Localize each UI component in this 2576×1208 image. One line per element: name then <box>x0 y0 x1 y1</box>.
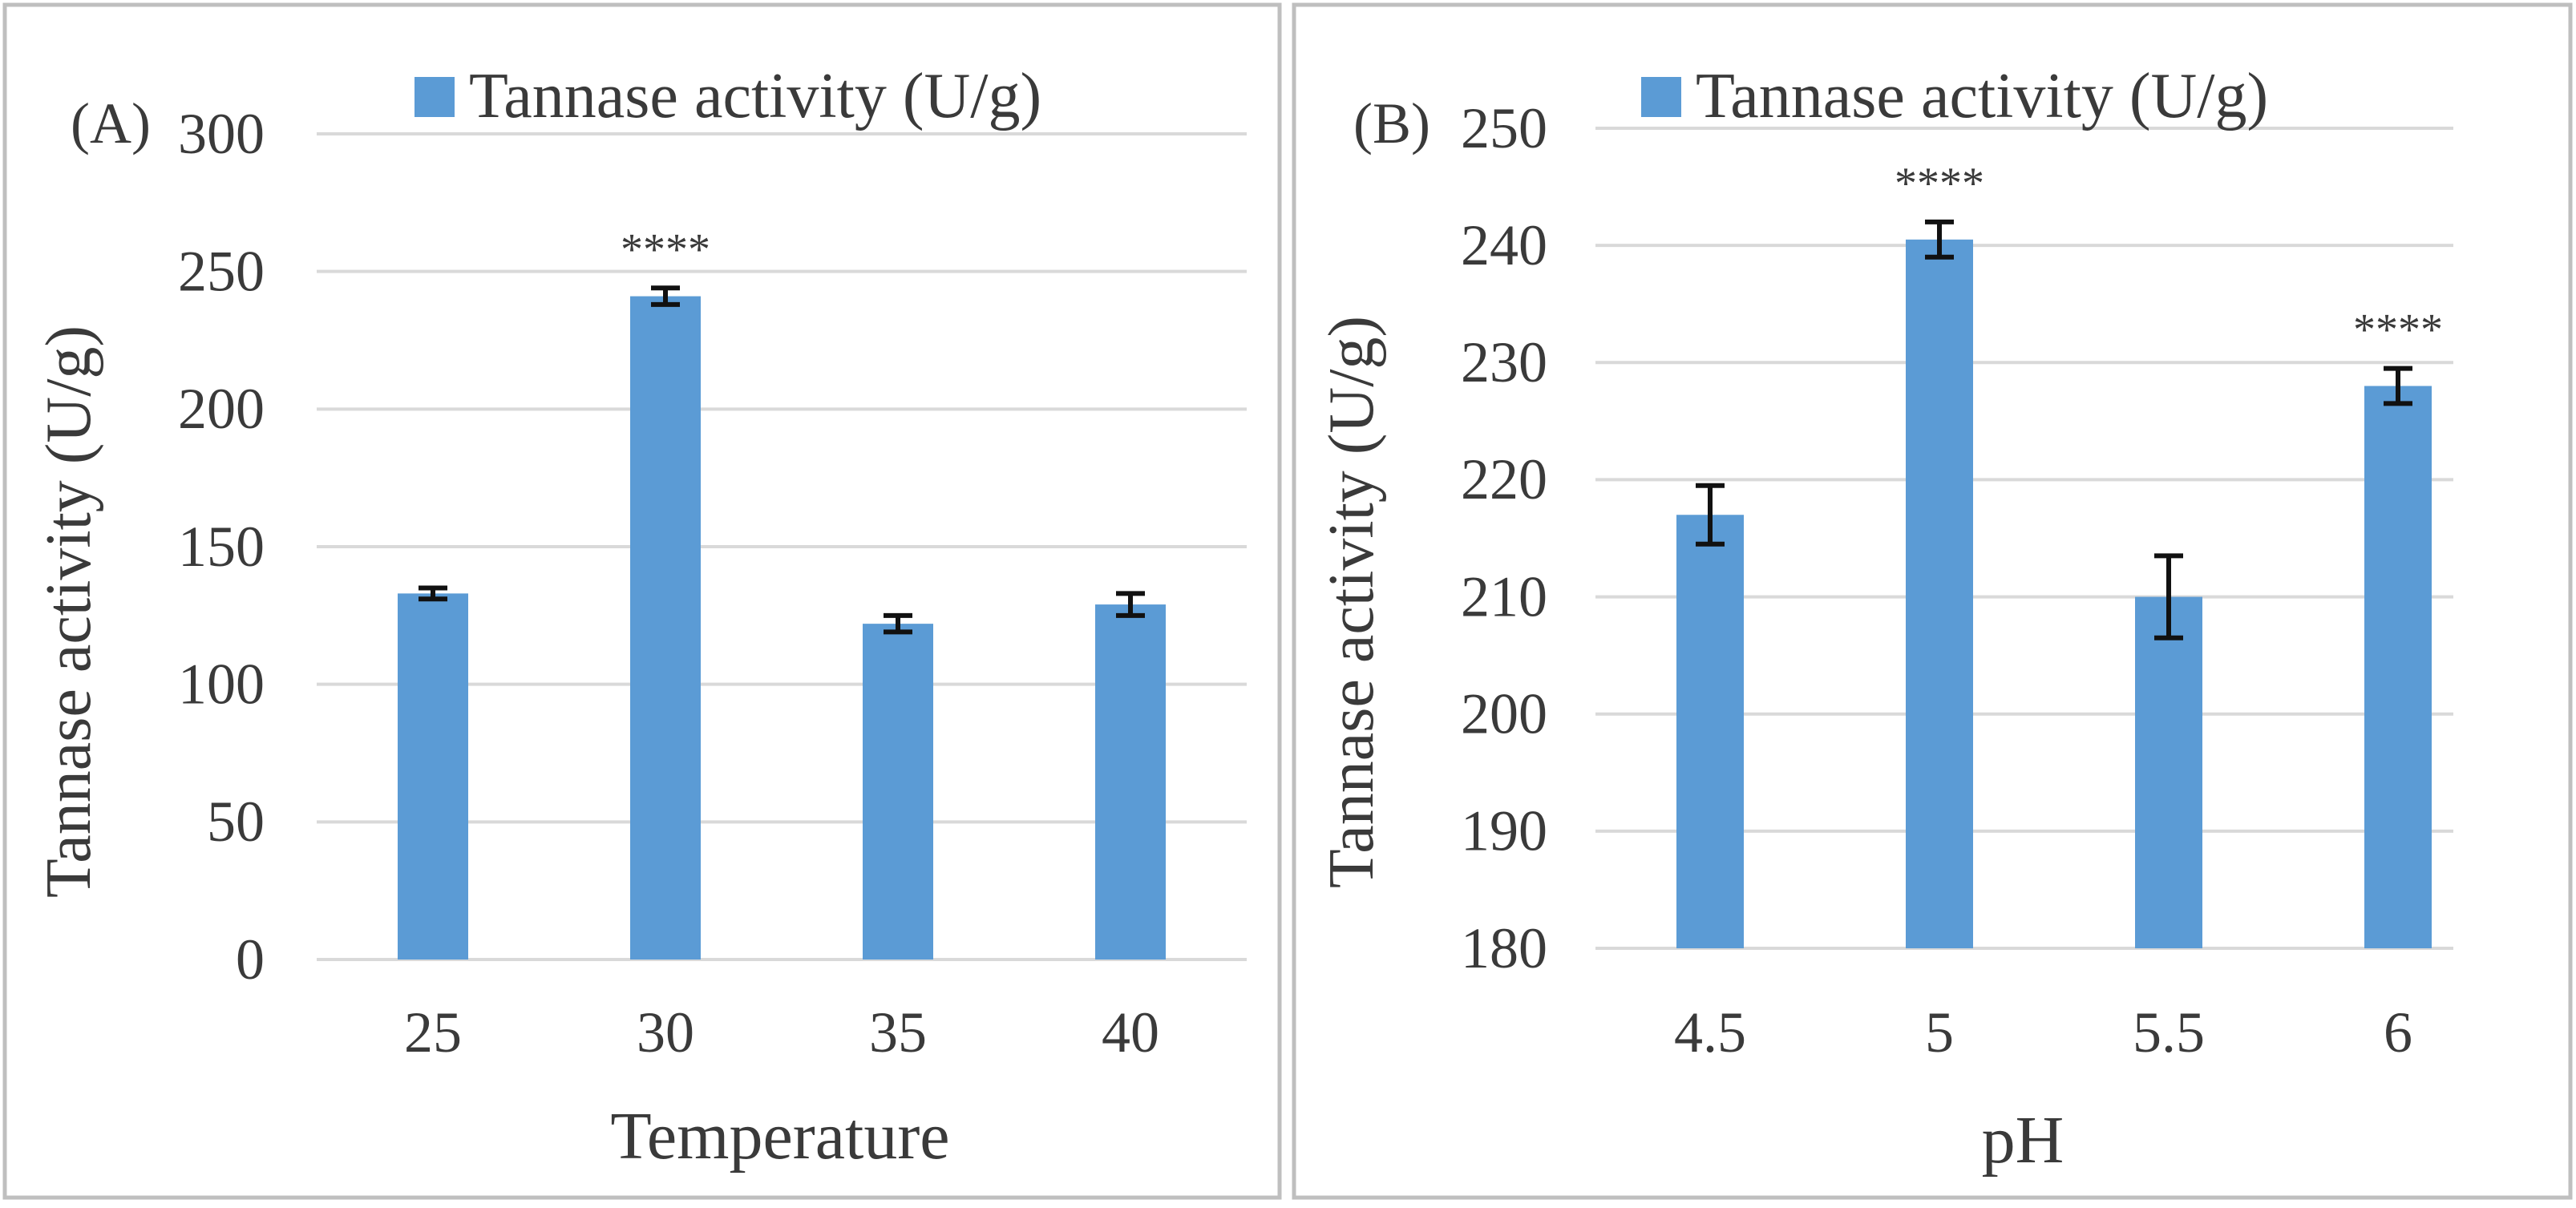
panel-a-y-tick-label: 200 <box>178 377 265 441</box>
panel-b-significance-label: **** <box>1895 159 1984 208</box>
panel-a-chart: 0 50 100 150 200 250 300 25 30 **** 35 40 <box>178 102 1247 1065</box>
panel-b-y-tick-label: 250 <box>1461 96 1547 160</box>
panel-a-y-tick-label: 0 <box>236 927 265 992</box>
panel-a-x-tick-label: 30 <box>637 1000 694 1065</box>
panel-a-y-axis-title: Tannase activity (U/g) <box>34 325 104 898</box>
panel-b-y-tick-label: 190 <box>1461 799 1547 863</box>
panel-b-chart: 180 190 200 210 220 230 240 250 4.5 5 **** 5.5 6 **** <box>1461 96 2453 1065</box>
panel-a-x-tick-label: 35 <box>869 1000 927 1065</box>
panel-b-legend-swatch <box>1641 77 1681 117</box>
panel-b-bar <box>2364 386 2432 948</box>
panel-b-label: (B) <box>1353 91 1430 156</box>
panel-b-y-tick-label: 220 <box>1461 447 1547 511</box>
panel-b-y-tick-label: 210 <box>1461 564 1547 628</box>
panel-a-legend-swatch <box>415 77 455 117</box>
panel-b-x-tick-label: 5.5 <box>2133 1000 2205 1065</box>
panel-b-x-axis-title: pH <box>1982 1103 2064 1178</box>
panel-b-y-axis-title: Tannase activity (U/g) <box>1316 316 1387 888</box>
panel-a-bar <box>398 593 468 960</box>
panel-a-x-tick-label: 40 <box>1102 1000 1159 1065</box>
panel-b-significance-label: **** <box>2353 305 2443 355</box>
panel-a-bar <box>1095 604 1166 960</box>
panel-b-y-tick-label: 200 <box>1461 681 1547 745</box>
panel-a-y-tick-label: 150 <box>178 515 265 579</box>
panel-b-y-tick-label: 230 <box>1461 330 1547 394</box>
panel-a-y-tick-label: 300 <box>178 102 265 166</box>
panel-a-y-tick-label: 250 <box>178 239 265 303</box>
panel-a-legend-label: Tannase activity (U/g) <box>469 61 1041 131</box>
panel-b-x-tick-label: 4.5 <box>1674 1000 1746 1065</box>
panel-a-x-axis-title: Temperature <box>610 1099 949 1174</box>
panel-a-label: (A) <box>71 91 151 156</box>
panel-a-significance-label: **** <box>621 224 710 274</box>
panel-a-y-tick-label: 50 <box>207 790 265 854</box>
panel-b-bar <box>2135 596 2202 948</box>
panel-a-bar <box>630 296 701 960</box>
panel-b-x-tick-label: 6 <box>2384 1000 2412 1065</box>
panel-a-bar <box>863 624 933 960</box>
panel-b-legend-label: Tannase activity (U/g) <box>1696 61 2268 131</box>
panel-b-bar <box>1906 239 1973 949</box>
panel-b-bar <box>1676 515 1744 948</box>
panel-b-y-tick-label: 180 <box>1461 916 1547 980</box>
panel-a-y-tick-label: 100 <box>178 652 265 716</box>
panel-b-x-tick-label: 5 <box>1925 1000 1954 1065</box>
panel-a-x-tick-label: 25 <box>404 1000 462 1065</box>
panel-b-y-tick-label: 240 <box>1461 213 1547 277</box>
